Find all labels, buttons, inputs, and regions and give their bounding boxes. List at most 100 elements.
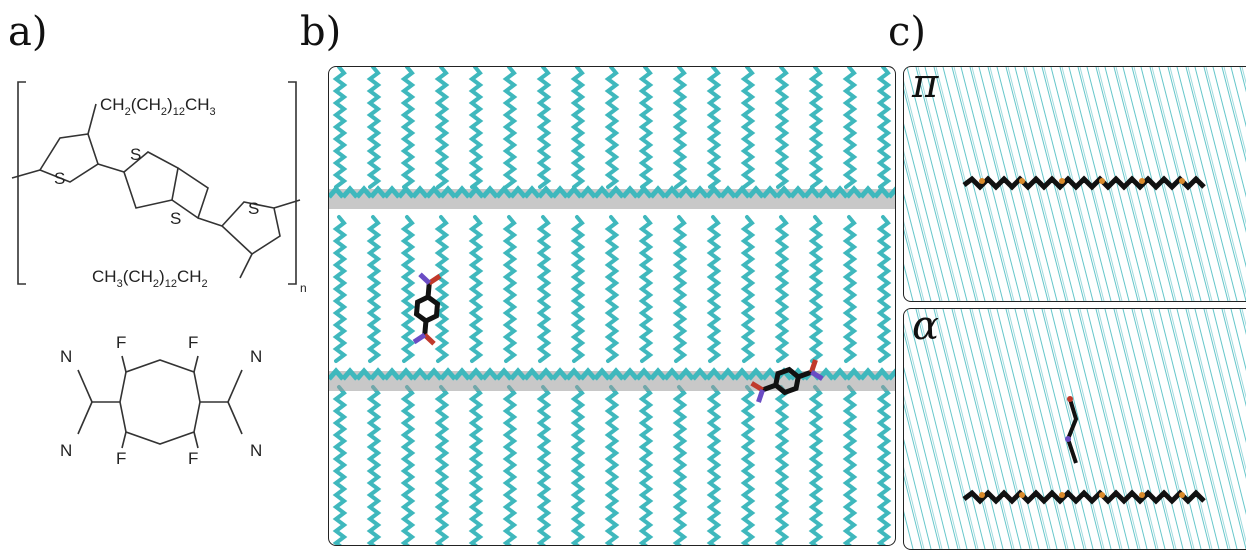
backbone-segment bbox=[859, 185, 877, 199]
lattice-strand bbox=[904, 438, 932, 549]
side-chain-top-4: ) bbox=[167, 95, 173, 114]
sulfur-atom bbox=[1059, 178, 1065, 184]
lattice-strand bbox=[1097, 309, 1159, 549]
nitrogen-atom-3: N bbox=[250, 347, 262, 366]
lattice-strand bbox=[1176, 309, 1238, 549]
backbone-segment bbox=[551, 367, 569, 381]
lattice-strand bbox=[1167, 309, 1229, 549]
sulfur-atom bbox=[1139, 178, 1145, 184]
dopant-molecule bbox=[750, 359, 824, 403]
sulfur-atom-3: S bbox=[170, 209, 181, 228]
sulfur-atom bbox=[1179, 178, 1185, 184]
lattice-strand bbox=[1059, 309, 1121, 549]
lattice-strand bbox=[906, 309, 968, 549]
dopant-bond bbox=[422, 320, 429, 336]
backbone-segment bbox=[831, 367, 849, 381]
backbone-segment bbox=[453, 367, 471, 381]
lattice-strand bbox=[904, 150, 943, 301]
lattice-strand bbox=[906, 67, 968, 301]
backbone-segment bbox=[383, 367, 401, 381]
side-chain-strand bbox=[570, 67, 586, 189]
backbone-segment bbox=[579, 367, 597, 381]
lattice-strand bbox=[942, 309, 1004, 549]
f4tcnq-structure bbox=[77, 355, 243, 449]
sulfur-atom bbox=[1179, 492, 1185, 498]
backbone-segment bbox=[509, 367, 527, 381]
backbone-segment bbox=[719, 185, 737, 199]
side-chain-strand bbox=[502, 215, 518, 363]
backbone-segment bbox=[733, 185, 751, 199]
fluorine-atom-2: F bbox=[188, 333, 198, 352]
lattice-strand bbox=[1079, 309, 1141, 549]
backbone-segment bbox=[411, 185, 429, 199]
lattice-strand bbox=[904, 158, 941, 301]
lattice-strand bbox=[951, 309, 1013, 549]
lattice-strand bbox=[1230, 67, 1246, 128]
side-chain-strand bbox=[366, 385, 382, 545]
backbone-segment bbox=[761, 185, 779, 199]
side-chain-strand bbox=[604, 385, 620, 545]
backbone-segment bbox=[635, 185, 653, 199]
lattice-strand bbox=[1104, 309, 1166, 549]
backbone-segment bbox=[663, 367, 681, 381]
backbone-segment bbox=[733, 367, 751, 381]
lattice-strand bbox=[904, 220, 925, 301]
side-chain-strand bbox=[672, 67, 688, 189]
lattice-strand bbox=[924, 67, 986, 301]
panel-b-crystal-view bbox=[328, 66, 896, 546]
dopant-bond bbox=[425, 282, 432, 298]
lattice-strand bbox=[1133, 309, 1195, 549]
lattice-strand bbox=[1122, 309, 1184, 549]
backbone-segment bbox=[537, 185, 555, 199]
side-chain-strand bbox=[842, 67, 858, 189]
side-chain-strand bbox=[400, 215, 416, 363]
panel-label-a: a) bbox=[8, 9, 48, 55]
backbone-segment bbox=[873, 367, 891, 381]
nitrogen-atom-2: N bbox=[60, 441, 72, 460]
polymer-backbone bbox=[962, 489, 1206, 505]
dopant-bond bbox=[412, 332, 427, 345]
side-chain-strand bbox=[332, 67, 348, 189]
side-chain-strand bbox=[740, 215, 756, 363]
backbone-segment bbox=[565, 367, 583, 381]
sulfur-atom bbox=[1099, 178, 1105, 184]
backbone-segment bbox=[383, 185, 401, 199]
lattice-strand bbox=[1205, 67, 1246, 226]
lattice-strand bbox=[1131, 309, 1193, 549]
backbone-segment bbox=[719, 367, 737, 381]
lattice-strand bbox=[978, 309, 1040, 549]
side-chain-strand bbox=[706, 385, 722, 545]
backbone-segment bbox=[537, 367, 555, 381]
lattice-strand bbox=[1223, 309, 1246, 400]
side-chain-bottom-2: (CH bbox=[123, 267, 153, 286]
lattice-strand bbox=[1113, 309, 1175, 549]
lattice-strand bbox=[1077, 309, 1139, 549]
panel-label-c: c) bbox=[888, 9, 927, 55]
backbone-segment bbox=[329, 185, 345, 199]
side-chain-strand bbox=[570, 215, 586, 363]
backbone-segment bbox=[439, 185, 457, 199]
backbone-segment bbox=[845, 367, 863, 381]
side-chain-bottom-3: 2 bbox=[153, 278, 159, 290]
panel-b-render bbox=[329, 67, 895, 545]
backbone-segment bbox=[329, 367, 345, 381]
side-chain-strand bbox=[706, 215, 722, 363]
dopant-bond bbox=[797, 369, 813, 380]
side-chain-strand bbox=[332, 385, 348, 545]
side-chain-strand bbox=[434, 385, 450, 545]
backbone-segment bbox=[677, 185, 695, 199]
lattice-strand bbox=[1221, 309, 1246, 408]
side-chain-strand bbox=[366, 215, 382, 363]
backbone-segment bbox=[677, 367, 695, 381]
lattice-strand bbox=[1061, 309, 1123, 549]
lattice-strand bbox=[1194, 309, 1246, 516]
sulfur-atom bbox=[979, 492, 985, 498]
lattice-strand bbox=[1230, 309, 1246, 372]
lattice-strand bbox=[904, 330, 959, 549]
lattice-strand bbox=[960, 309, 1022, 549]
side-chain-bottom-label: CH3(CH2)12CH2 bbox=[92, 267, 208, 290]
lattice-strand bbox=[1185, 67, 1246, 301]
side-chain-strand bbox=[672, 215, 688, 363]
lattice-strand bbox=[1115, 309, 1177, 549]
backbone-segment bbox=[495, 367, 513, 381]
